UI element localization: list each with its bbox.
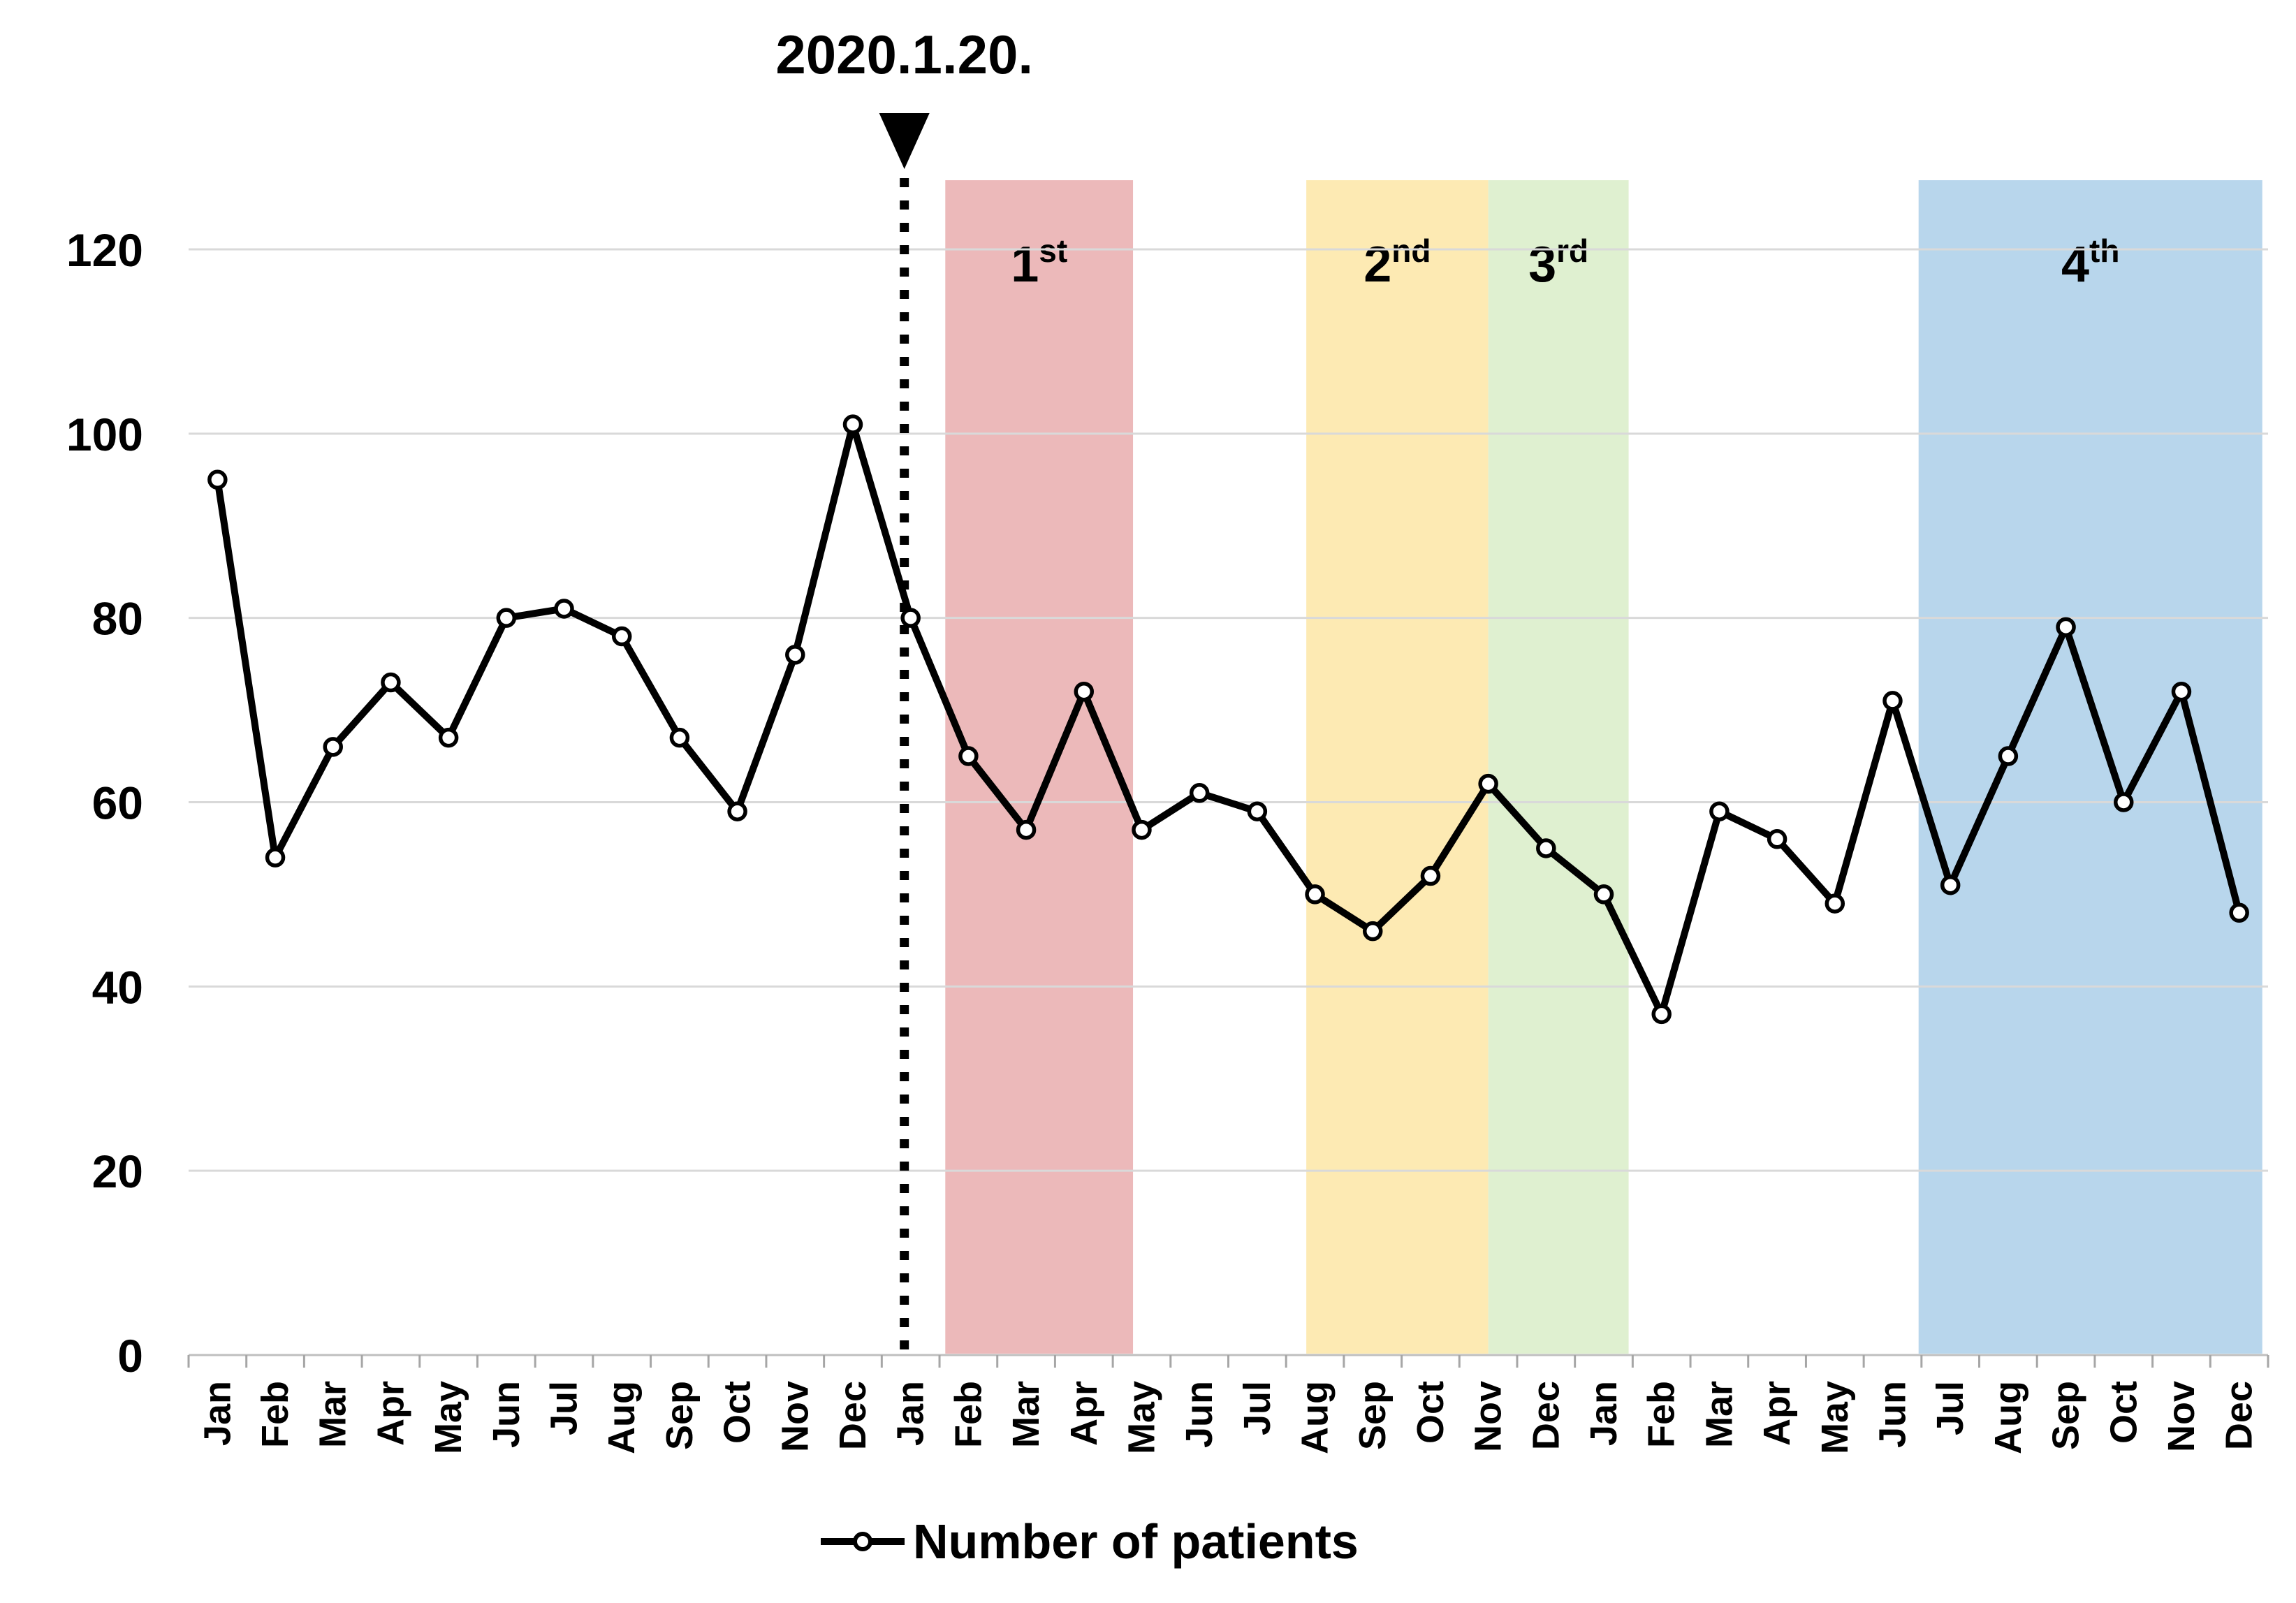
x-tick-label: Nov (1468, 1381, 1509, 1452)
data-point-marker (785, 645, 805, 665)
data-point-marker (1882, 691, 1903, 711)
data-point-marker (1998, 746, 2019, 766)
data-point-marker (2229, 902, 2249, 923)
x-tick-label: Sep (2045, 1381, 2087, 1450)
data-point-marker (207, 469, 228, 490)
wave-band-label: 3rd (1528, 233, 1588, 293)
x-tick-label: Jul (1929, 1381, 1971, 1435)
data-point-marker (842, 414, 863, 434)
wave-band (1918, 180, 2262, 1354)
x-tick-label: Feb (947, 1381, 989, 1448)
x-axis-labels-group: Jan Feb Mar Apr May Jun Jul Aug Sep Oct Nov Dec Jan F… (196, 1381, 2260, 1454)
data-point-marker (265, 847, 286, 868)
data-point-marker (2171, 681, 2192, 702)
data-point-marker (669, 727, 690, 748)
data-point-marker (1074, 681, 1095, 702)
data-point-marker (900, 608, 921, 628)
x-tick-label: Jun (485, 1381, 527, 1448)
x-tick-label: Dec (832, 1381, 874, 1450)
x-tick-label: Aug (601, 1381, 643, 1454)
data-point-marker (1247, 801, 1268, 821)
legend-marker-point (853, 1532, 872, 1551)
wave-band-label: 4th (2061, 233, 2119, 293)
data-point-marker (1132, 819, 1152, 840)
data-point-marker (323, 737, 343, 757)
data-point-marker (2056, 617, 2076, 638)
x-tick-label: Sep (659, 1381, 701, 1450)
x-tick-label: Dec (2218, 1381, 2260, 1450)
wave-bands-group: 1st 2nd 3rd 4th (945, 180, 2262, 1354)
x-tick-label: Jul (1236, 1381, 1278, 1435)
x-tick-label: Nov (2160, 1381, 2202, 1452)
y-tick-label: 120 (66, 224, 143, 276)
data-point-marker (496, 608, 517, 628)
data-point-marker (1593, 884, 1614, 905)
data-point-marker (438, 727, 459, 748)
annotation-group: 2020.1.20. (775, 24, 1033, 1362)
data-point-marker (1016, 819, 1037, 840)
data-point-marker (1478, 773, 1498, 794)
y-tick-label: 40 (92, 961, 143, 1013)
x-tick-label: Mar (1005, 1381, 1047, 1448)
data-point-marker (1362, 921, 1383, 942)
data-point-marker (381, 672, 401, 693)
data-point-marker (958, 746, 979, 766)
annotation-date-label: 2020.1.20. (775, 24, 1033, 85)
y-axis-labels-group: 0 20 40 60 80 100 120 (66, 224, 143, 1382)
data-point-marker (1940, 874, 1961, 895)
x-tick-label: Feb (1641, 1381, 1683, 1448)
x-tick-label: Jan (1583, 1381, 1625, 1446)
x-tick-label: May (427, 1381, 469, 1454)
data-point-marker (1536, 838, 1556, 858)
legend-label: Number of patients (913, 1514, 1359, 1569)
data-point-marker (2114, 792, 2134, 812)
data-point-marker (554, 599, 574, 619)
y-tick-label: 20 (92, 1145, 143, 1197)
x-tick-label: Oct (2103, 1381, 2144, 1444)
wave-band (1306, 180, 1489, 1354)
x-tick-label: Aug (1987, 1381, 2029, 1454)
x-tick-label: Mar (1698, 1381, 1740, 1448)
wave-band-label: 2nd (1363, 233, 1431, 293)
data-point-marker (1709, 801, 1730, 821)
x-tick-label: Jul (543, 1381, 585, 1435)
y-tick-label: 0 (117, 1330, 143, 1382)
x-tick-label: Sep (1352, 1381, 1394, 1450)
x-tick-label: Mar (312, 1381, 354, 1448)
x-tick-label: Aug (1294, 1381, 1336, 1454)
x-tick-label: Nov (774, 1381, 816, 1452)
x-tick-label: Oct (717, 1381, 759, 1444)
x-tick-label: Jun (1178, 1381, 1220, 1448)
x-tick-label: May (1814, 1381, 1856, 1454)
legend: Number of patients (821, 1514, 1359, 1569)
x-tick-label: Jan (890, 1381, 932, 1446)
x-tick-label: Oct (1410, 1381, 1452, 1444)
data-point-marker (1189, 783, 1210, 803)
x-tick-label: Jun (1871, 1381, 1913, 1448)
y-tick-label: 100 (66, 409, 143, 460)
wave-band (1488, 180, 1629, 1354)
data-point-marker (727, 801, 747, 821)
data-point-marker (1767, 829, 1787, 849)
x-tick-label: Feb (254, 1381, 296, 1448)
x-tick-label: May (1120, 1381, 1162, 1454)
x-tick-label: Jan (196, 1381, 238, 1446)
data-point-marker (1825, 893, 1845, 914)
data-point-marker (1651, 1004, 1672, 1025)
data-point-marker (1420, 865, 1441, 886)
x-tick-label: Apr (370, 1381, 411, 1446)
y-tick-label: 80 (92, 593, 143, 645)
data-point-marker (611, 626, 632, 647)
y-tick-label: 60 (92, 777, 143, 829)
data-series-group (207, 414, 2249, 1025)
annotation-arrow-icon (879, 113, 930, 169)
x-tick-label: Apr (1756, 1381, 1798, 1446)
x-tick-label: Apr (1063, 1381, 1105, 1446)
x-tick-label: Dec (1525, 1381, 1567, 1450)
data-point-marker (1305, 884, 1325, 905)
wave-band-label: 1st (1011, 233, 1067, 293)
